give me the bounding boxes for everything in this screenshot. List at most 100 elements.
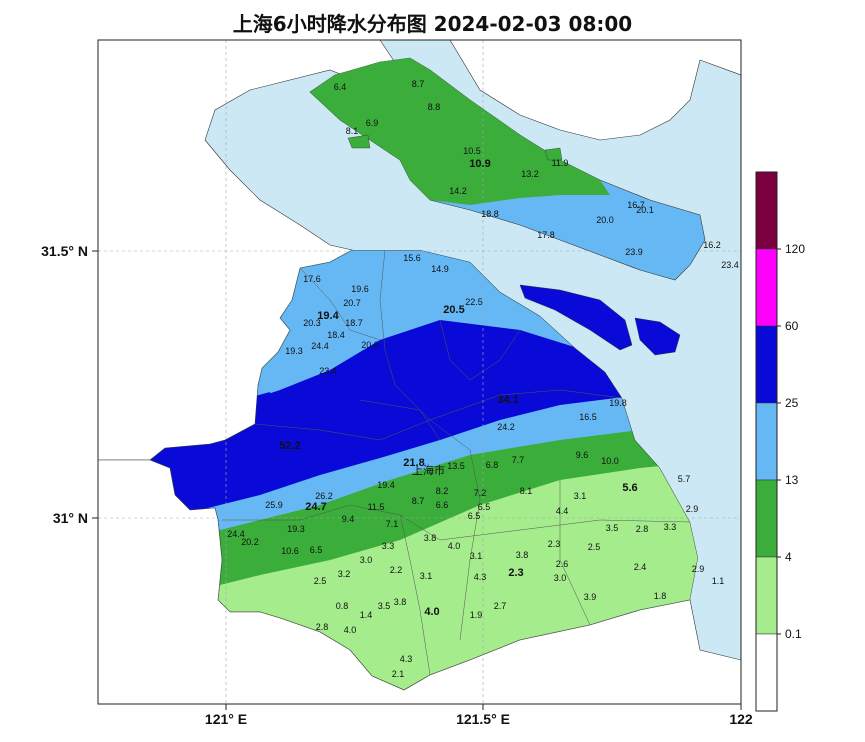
station-value: 4.4 [556, 506, 569, 516]
station-value: 3.1 [574, 491, 587, 501]
station-value: 15.6 [403, 253, 421, 263]
legend-label: 13 [785, 473, 799, 487]
station-value: 4.0 [424, 606, 439, 618]
station-value: 11.9 [552, 158, 569, 168]
legend-swatch [755, 171, 778, 250]
legend-label: 120 [785, 242, 805, 256]
station-value: 23.4 [721, 260, 739, 270]
station-value: 10.0 [601, 456, 619, 466]
station-value: 10.6 [281, 546, 299, 556]
station-value: 2.9 [686, 504, 699, 514]
station-value: 7.7 [512, 455, 525, 465]
station-value: 2.5 [588, 542, 601, 552]
station-value: 6.9 [366, 118, 379, 128]
legend-swatch [755, 556, 778, 635]
station-value: 8.1 [346, 126, 359, 136]
station-value: 7.2 [474, 488, 487, 498]
station-value: 19.3 [285, 346, 303, 356]
station-value: 14.9 [431, 264, 449, 274]
station-value: 3.5 [378, 601, 391, 611]
station-value: 4.3 [400, 654, 413, 664]
x-tick-label: 121° E [205, 711, 247, 727]
mainland-northeast [449, 40, 741, 141]
station-value: 4.0 [448, 541, 461, 551]
station-value: 17.6 [303, 274, 321, 284]
legend-label: 60 [785, 319, 799, 333]
chongming-green-band [310, 58, 610, 205]
station-value: 19.3 [287, 524, 305, 534]
station-value: 6.5 [310, 545, 323, 555]
station-value: 21.8 [403, 457, 424, 469]
station-value: 2.4 [634, 562, 647, 572]
x-tick-label: 121.5° E [456, 711, 510, 727]
station-value: 14.2 [449, 186, 467, 196]
station-value: 4.0 [344, 625, 357, 635]
station-value: 6.8 [486, 460, 499, 470]
y-tick-label: 31.5° N [41, 243, 88, 259]
legend-frame [755, 171, 778, 712]
station-value: 19.6 [351, 284, 369, 294]
station-value: 1.8 [654, 591, 667, 601]
legend-swatch [755, 479, 778, 558]
station-value: 23.4 [319, 366, 337, 376]
legend-swatch [755, 325, 778, 404]
station-value: 16.5 [579, 412, 597, 422]
station-value: 2.6 [556, 559, 569, 569]
station-value: 24.7 [305, 501, 326, 513]
station-value: 20.0 [361, 340, 379, 350]
station-value: 52.2 [279, 440, 300, 452]
station-value: 17.8 [537, 230, 555, 240]
station-value: 20.0 [596, 215, 614, 225]
changxing-island [519, 284, 633, 351]
station-value: 10.9 [469, 158, 490, 170]
station-value: 3.8 [424, 533, 437, 543]
station-value: 1.9 [470, 610, 483, 620]
station-value: 20.3 [303, 318, 321, 328]
station-value: 23.9 [625, 247, 643, 257]
station-value: 3.0 [554, 573, 567, 583]
station-value: 2.5 [314, 576, 327, 586]
station-value: 8.8 [428, 102, 441, 112]
station-value: 5.6 [622, 482, 637, 494]
station-value: 3.1 [420, 571, 433, 581]
station-value: 3.9 [584, 592, 597, 602]
grid-lines [98, 40, 741, 704]
station-value: 6.5 [468, 511, 481, 521]
station-value: 20.5 [443, 304, 464, 316]
station-value: 2.8 [316, 622, 329, 632]
station-value: 11.5 [368, 502, 385, 512]
x-tick-label: 122 [729, 711, 753, 727]
station-value: 3.8 [516, 550, 529, 560]
station-value: 8.7 [412, 79, 425, 89]
station-value: 3.1 [470, 551, 483, 561]
station-value: 16.2 [703, 240, 721, 250]
islet [544, 147, 563, 161]
station-value: 22.5 [465, 297, 483, 307]
islet [347, 134, 371, 149]
station-value: 18.7 [345, 318, 363, 328]
color-legend: 120 60 25 13 4 0.1 [755, 171, 805, 712]
station-values: 6.4 8.7 8.8 6.9 8.1 10.5 10.9 11.9 13.2 14.2 18.8 1… [227, 79, 739, 679]
station-value: 3.8 [394, 597, 407, 607]
station-value: 1.1 [712, 576, 725, 586]
map-title: 上海6小时降水分布图 2024-02-03 08:00 [232, 12, 633, 36]
station-value: 20.1 [636, 205, 654, 215]
station-value: 24.4 [227, 529, 245, 539]
station-value: 10.5 [463, 146, 481, 156]
station-value: 19.8 [609, 398, 627, 408]
station-value: 18.4 [327, 330, 345, 340]
station-value: 6.4 [334, 82, 347, 92]
station-value: 3.0 [360, 555, 373, 565]
station-value: 34.1 [497, 394, 518, 406]
station-value: 3.5 [606, 523, 619, 533]
station-value: 1.4 [360, 610, 373, 620]
station-value: 24.2 [497, 422, 515, 432]
station-value: 24.4 [311, 341, 329, 351]
station-value: 18.8 [481, 209, 499, 219]
station-value: 20.7 [343, 298, 361, 308]
legend-swatch [755, 402, 778, 481]
legend-label: 0.1 [785, 627, 802, 641]
legend-swatch [755, 248, 778, 327]
station-value: 19.4 [317, 310, 339, 322]
